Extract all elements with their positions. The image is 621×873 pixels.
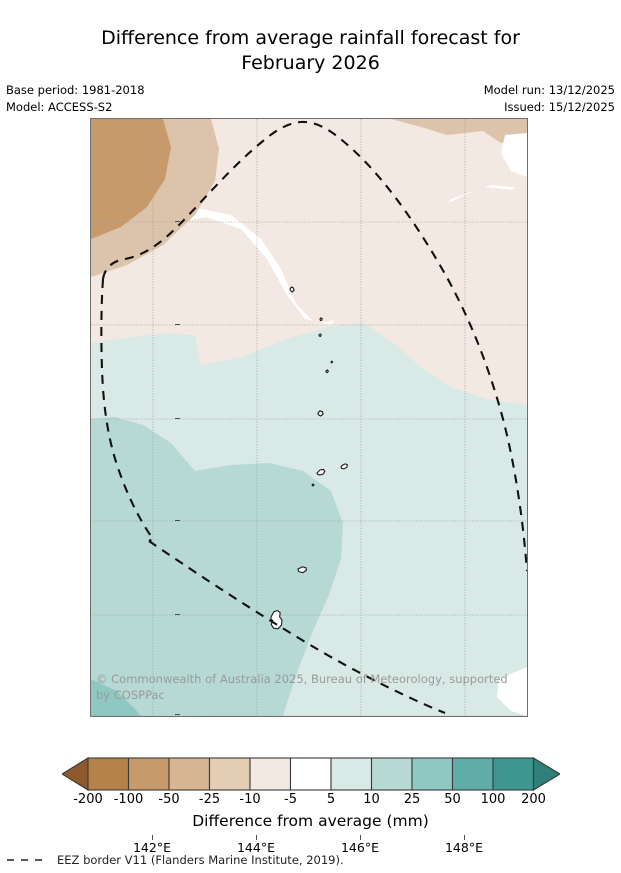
eez-dash-sample-icon xyxy=(7,859,49,861)
colorbar-tick--50: -50 xyxy=(158,792,180,807)
region-moderate-wet-sw-2 xyxy=(91,417,277,716)
region-wet-bottom-left xyxy=(91,679,141,716)
x-tick-mark-4 xyxy=(464,835,465,840)
base-period-text: Base period: 1981-2018 xyxy=(6,83,145,97)
region-slight-wet-edge xyxy=(91,325,527,419)
model-run-text: Model run: 13/12/2025 xyxy=(483,83,615,97)
region-dry-core-nw xyxy=(91,119,171,239)
rainfall-anomaly-map: © Commonwealth of Australia 2025, Bureau… xyxy=(90,118,528,855)
y-tick-mark-6 xyxy=(175,714,180,715)
colorbar-cell-8 xyxy=(370,757,413,791)
y-tick-mark-1 xyxy=(175,221,180,222)
anomaly-field xyxy=(91,119,527,716)
region-slight-dry-right-lobe xyxy=(387,179,527,427)
colorbar xyxy=(60,756,562,792)
colorbar-cell-2 xyxy=(127,757,170,791)
x-axis-tick-144E: 144°E xyxy=(236,840,275,855)
colorbar-tick--25: -25 xyxy=(198,792,221,807)
colorbar-tick--100: -100 xyxy=(113,792,144,807)
y-tick-mark-5 xyxy=(175,614,180,615)
x-axis-tick-142E: 142°E xyxy=(132,840,171,855)
x-axis-tick-146E: 146°E xyxy=(340,840,379,855)
y-tick-mark-3 xyxy=(175,418,180,419)
colorbar-tick--5: -5 xyxy=(284,792,297,807)
y-tick-mark-2 xyxy=(175,324,180,325)
metadata-row: Base period: 1981-2018 Model: ACCESS-S2 … xyxy=(6,82,615,116)
x-axis-tick-148E: 148°E xyxy=(444,840,483,855)
issued-text: Issued: 15/12/2025 xyxy=(504,100,615,114)
region-slight-wet-right-edge xyxy=(505,633,527,675)
colorbar-cell-10 xyxy=(451,757,494,791)
x-tick-mark-1 xyxy=(152,835,153,840)
colorbar-tick-labels: -200 -100 -50 -25 -10 -5 5 10 25 50 100 … xyxy=(0,792,621,810)
colorbar-tick-50: 50 xyxy=(444,792,461,807)
colorbar-cell-7 xyxy=(330,757,373,791)
colorbar-cell-9 xyxy=(411,757,454,791)
colorbar-svg xyxy=(60,757,562,791)
footer-legend: EEZ border V11 (Flanders Marine Institut… xyxy=(5,851,344,869)
colorbar-extend-low xyxy=(60,757,89,791)
x-tick-mark-2 xyxy=(256,835,257,840)
colorbar-cell-3 xyxy=(168,757,211,791)
colorbar-cell-5 xyxy=(249,757,292,791)
colorbar-tick-10: 10 xyxy=(363,792,380,807)
colorbar-tick--200: -200 xyxy=(73,792,103,807)
metadata-left: Base period: 1981-2018 Model: ACCESS-S2 xyxy=(6,82,145,116)
colorbar-cell-6 xyxy=(289,757,332,791)
colorbar-cell-1 xyxy=(87,757,130,791)
credit-line-1: © Commonwealth of Australia 2025, Bureau… xyxy=(96,672,508,686)
title-line-2: February 2026 xyxy=(241,52,380,74)
region-white-bottom-right xyxy=(497,667,527,716)
page-title: Difference from average rainfall forecas… xyxy=(0,26,621,76)
region-moderate-wet-center xyxy=(195,463,343,716)
colorbar-tick-25: 25 xyxy=(403,792,421,807)
colorbar-swatches xyxy=(60,757,562,791)
island-outlines xyxy=(270,286,349,630)
colorbar-tick-5: 5 xyxy=(326,792,336,807)
colorbar-cell-11 xyxy=(492,757,535,791)
colorbar-cell-4 xyxy=(208,757,251,791)
x-tick-mark-3 xyxy=(360,835,361,840)
map-credit: © Commonwealth of Australia 2025, Bureau… xyxy=(96,671,516,703)
region-white-notch-ne xyxy=(501,133,527,177)
map-svg xyxy=(91,119,527,716)
colorbar-axis-label: Difference from average (mm) xyxy=(192,812,429,830)
colorbar-tick--10: -10 xyxy=(239,792,261,807)
footer-legend-text: EEZ border V11 (Flanders Marine Institut… xyxy=(57,853,344,867)
region-moderate-dry-ne xyxy=(391,119,527,143)
metadata-right: Model run: 13/12/2025 Issued: 15/12/2025 xyxy=(484,82,615,116)
y-tick-mark-4 xyxy=(175,520,180,521)
model-text: Model: ACCESS-S2 xyxy=(6,100,113,114)
colorbar-tick-200: 200 xyxy=(521,792,546,807)
colorbar-tick-100: 100 xyxy=(480,792,506,807)
credit-line-2: by COSPPac xyxy=(96,688,165,702)
title-line-1: Difference from average rainfall forecas… xyxy=(101,27,520,49)
colorbar-extend-high xyxy=(532,757,562,791)
eez-border xyxy=(100,120,527,714)
map-plot-area xyxy=(90,118,528,717)
